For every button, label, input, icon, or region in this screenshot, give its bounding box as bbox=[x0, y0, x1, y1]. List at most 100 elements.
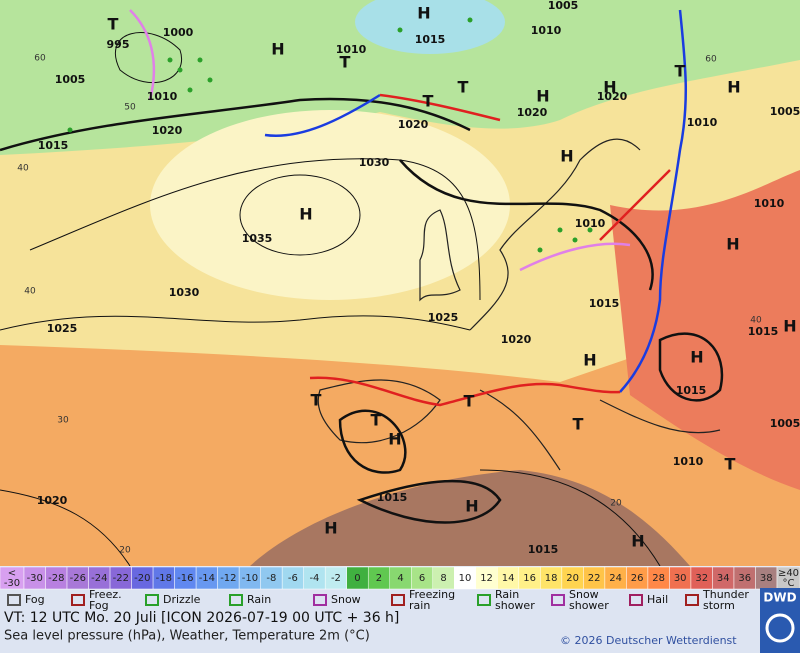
isobar-label: 1015 bbox=[38, 139, 69, 152]
isobar-label: 1010 bbox=[673, 455, 704, 468]
legend-icon bbox=[7, 594, 21, 606]
color-label: ≥40 bbox=[778, 568, 799, 579]
pressure-center: T bbox=[371, 411, 382, 430]
color-label: -30 bbox=[27, 573, 43, 584]
legend-icon bbox=[391, 594, 405, 606]
legend-label: shower bbox=[495, 599, 535, 612]
pressure-center: T bbox=[108, 15, 119, 34]
color-label: 10 bbox=[459, 573, 472, 584]
color-label: -26 bbox=[70, 573, 86, 584]
legend-icon bbox=[145, 594, 159, 606]
legend-label: shower bbox=[569, 599, 609, 612]
pressure-center: H bbox=[536, 87, 549, 106]
color-label: -28 bbox=[48, 573, 64, 584]
isobar-label: 1005 bbox=[55, 73, 86, 86]
color-label: 12 bbox=[480, 573, 493, 584]
cool-area bbox=[0, 0, 800, 155]
isobar-label: 1025 bbox=[47, 322, 78, 335]
isobar-label: 1025 bbox=[428, 311, 459, 324]
pressure-center: T bbox=[340, 53, 351, 72]
color-label: -24 bbox=[91, 573, 107, 584]
color-label: 38 bbox=[760, 573, 773, 584]
isobar-label: 1010 bbox=[575, 217, 606, 230]
legend-label: Snow bbox=[569, 588, 599, 601]
isobar-label: 1005 bbox=[770, 417, 800, 430]
pressure-center: T bbox=[423, 92, 434, 111]
color-label: 20 bbox=[566, 573, 579, 584]
isotherm-label: 60 bbox=[705, 55, 717, 65]
legend-label: Rain bbox=[495, 588, 519, 601]
isotherm-label: 50 bbox=[124, 103, 136, 113]
color-label: °C bbox=[783, 578, 795, 589]
isobar-label: 1030 bbox=[359, 156, 390, 169]
isotherm-label: 20 bbox=[610, 499, 622, 509]
pressure-center: H bbox=[583, 351, 596, 370]
fronts bbox=[129, 9, 688, 407]
legend-icon bbox=[629, 594, 643, 606]
isobar-label: 1020 bbox=[501, 333, 532, 346]
pressure-center: H bbox=[324, 519, 337, 538]
pressure-center: H bbox=[727, 78, 740, 97]
isobar-label: 1020 bbox=[517, 106, 548, 119]
legend-label: Fog bbox=[25, 593, 45, 606]
color-label: 34 bbox=[717, 573, 730, 584]
pressure-center: H bbox=[603, 78, 616, 97]
color-label: < bbox=[8, 568, 16, 579]
legend-label: storm bbox=[703, 599, 735, 612]
color-label: 36 bbox=[738, 573, 751, 584]
isobar-label: 1020 bbox=[152, 124, 183, 137]
legend-icon bbox=[551, 594, 565, 606]
color-label: 8 bbox=[440, 573, 446, 584]
isotherm-label: 40 bbox=[17, 164, 29, 174]
color-label: -18 bbox=[156, 573, 172, 584]
color-label: 6 bbox=[419, 573, 425, 584]
isotherm-label: 40 bbox=[750, 316, 762, 326]
color-label: 4 bbox=[397, 573, 403, 584]
color-label: 0 bbox=[354, 573, 360, 584]
isobar-label: 1005 bbox=[770, 105, 800, 118]
pressure-center: T bbox=[464, 392, 475, 411]
pressure-center: H bbox=[465, 497, 478, 516]
weather-legend: Fog Freez.Fog Drizzle Rain Snow FreezingrainR… bbox=[7, 588, 749, 612]
pressure-center: H bbox=[631, 532, 644, 551]
legend-label: Snow bbox=[331, 593, 361, 606]
pressure-center: H bbox=[560, 147, 573, 166]
legend-icon bbox=[477, 594, 491, 606]
rain-symbols bbox=[67, 17, 593, 253]
description: Sea level pressure (hPa), Weather, Tempe… bbox=[4, 629, 370, 644]
color-label: -8 bbox=[266, 573, 276, 584]
desert-area bbox=[250, 470, 690, 566]
isobars bbox=[0, 32, 724, 567]
isobar-label: 1015 bbox=[528, 543, 559, 556]
color-label: -16 bbox=[177, 573, 193, 584]
color-label: 26 bbox=[631, 573, 644, 584]
legend-label: Thunder bbox=[702, 588, 749, 601]
color-label: 2 bbox=[376, 573, 382, 584]
isotherm-label: 40 bbox=[24, 287, 36, 297]
color-label: 24 bbox=[609, 573, 622, 584]
valid-time: VT: 12 UTC Mo. 20 Juli [ICON 2026-07-19 … bbox=[4, 610, 399, 626]
isotherm-label: 20 bbox=[119, 546, 131, 556]
legend-label: Hail bbox=[647, 593, 668, 606]
color-label: -22 bbox=[113, 573, 129, 584]
isobar-label: 1015 bbox=[748, 325, 779, 338]
pressure-center: H bbox=[783, 317, 796, 336]
isobar-label: 1015 bbox=[377, 491, 408, 504]
colorbar: <-30 -30 -28 -26 -24 -22 -20 -18 -16 -14 -12 -10 -8-… bbox=[0, 566, 800, 590]
map-labels: 995 1000 1005 1010 1020 1015 1030 1035 1030 1025 1… bbox=[17, 0, 800, 556]
legend-icon bbox=[685, 594, 699, 606]
isobar-label: 1010 bbox=[336, 43, 367, 56]
color-label: -2 bbox=[331, 573, 341, 584]
legend-label: Freez. bbox=[89, 588, 122, 601]
legend-icon bbox=[313, 594, 327, 606]
legend-label: Drizzle bbox=[163, 593, 201, 606]
isobar-label: 1010 bbox=[754, 197, 785, 210]
color-label: 14 bbox=[502, 573, 515, 584]
dwd-logo-icon bbox=[765, 613, 795, 643]
isotherm-label: 30 bbox=[57, 416, 69, 426]
isobar-label: 1015 bbox=[676, 384, 707, 397]
legend-label: Freezing bbox=[409, 588, 455, 601]
isobar-label: 1015 bbox=[415, 33, 446, 46]
pressure-center: T bbox=[311, 391, 322, 410]
